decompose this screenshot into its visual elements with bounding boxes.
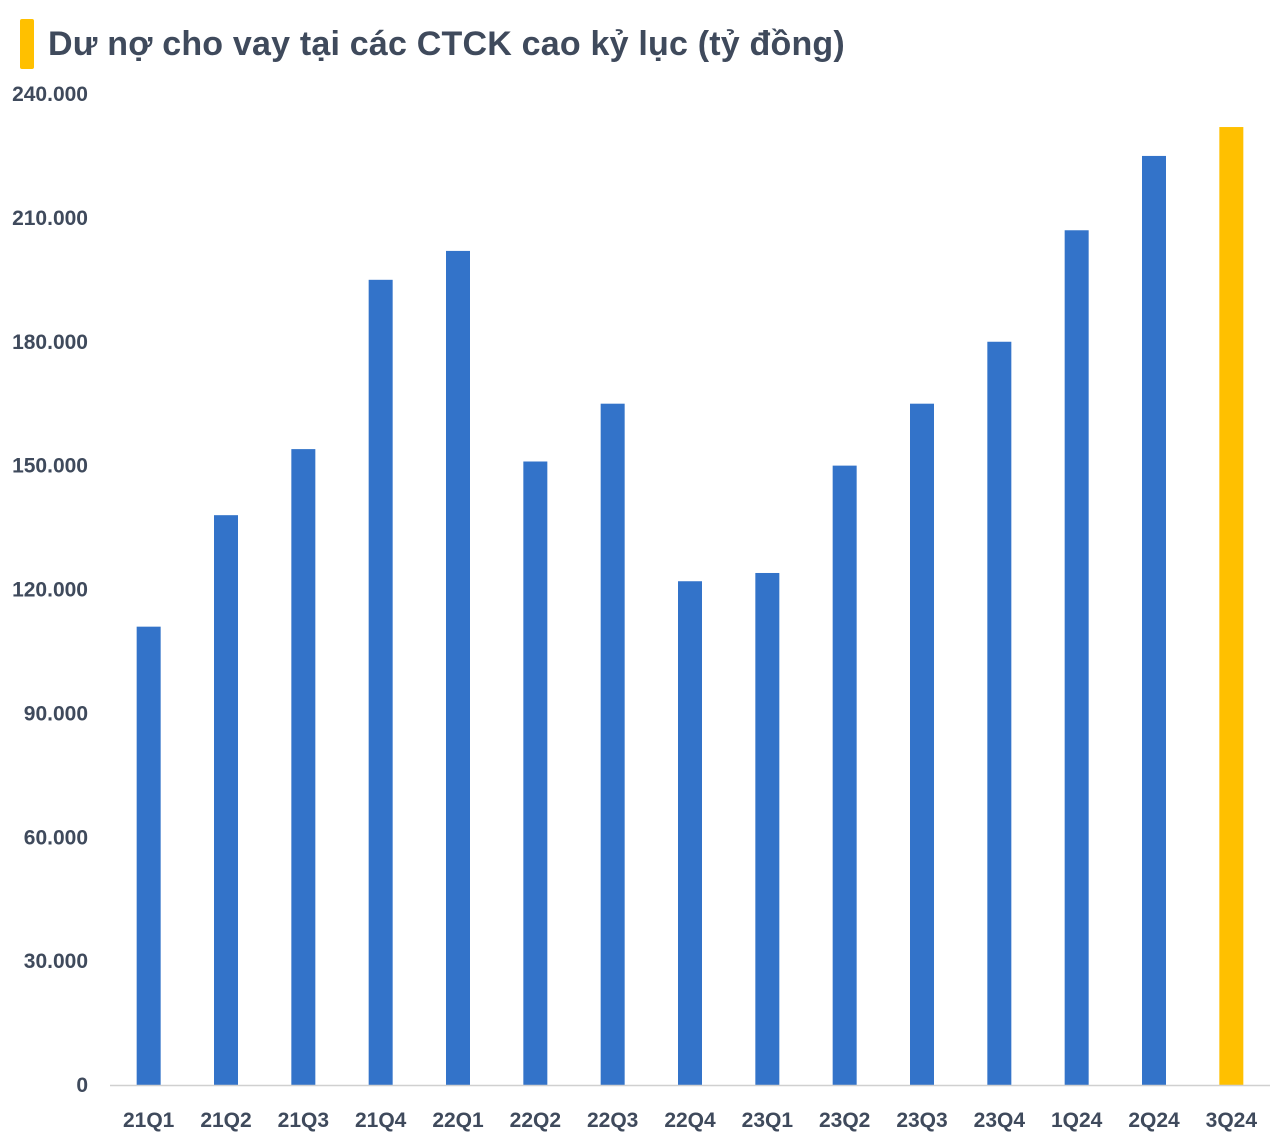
chart-title: Dư nợ cho vay tại các CTCK cao kỷ lục (t… (48, 24, 845, 63)
x-tick-label: 22Q4 (664, 1109, 716, 1132)
x-tick-label: 22Q3 (587, 1109, 638, 1132)
x-tick-label: 23Q2 (819, 1109, 870, 1132)
y-tick-label: 210.000 (12, 207, 88, 230)
x-tick-label: 21Q2 (200, 1109, 251, 1132)
y-axis-ticks: 0 30.000 60.000 90.000 120.000 150.000 180.000… (12, 83, 88, 1097)
chart-title-block: Dư nợ cho vay tại các CTCK cao kỷ lục (t… (20, 18, 845, 70)
y-tick-label: 30.000 (24, 950, 88, 973)
y-tick-label: 150.000 (12, 455, 88, 478)
x-axis-ticks: 21Q1 21Q2 21Q3 21Q4 22Q1 22Q2 22Q3 22Q4 23Q1 23Q2… (123, 1109, 1257, 1132)
x-tick-label: 21Q3 (278, 1109, 329, 1132)
bar-21Q1 (136, 626, 161, 1085)
bar-23Q4 (987, 341, 1012, 1085)
x-tick-label: 23Q3 (896, 1109, 947, 1132)
y-tick-label: 240.000 (12, 83, 88, 106)
bar-21Q3 (291, 449, 316, 1085)
title-accent-bar (20, 19, 34, 69)
y-tick-label: 0 (76, 1074, 88, 1097)
x-tick-label: 21Q4 (355, 1109, 407, 1132)
bar-21Q2 (214, 515, 238, 1085)
bar-22Q3 (600, 403, 625, 1085)
bar-22Q4 (678, 581, 702, 1085)
bars (136, 127, 1244, 1086)
bar-1Q24 (1064, 230, 1089, 1085)
x-tick-label: 3Q24 (1206, 1109, 1258, 1132)
bar-22Q1 (446, 250, 470, 1086)
x-tick-label: 23Q4 (974, 1109, 1026, 1132)
y-tick-label: 60.000 (24, 826, 88, 849)
x-tick-label: 23Q1 (742, 1109, 794, 1132)
bar-23Q3 (910, 403, 934, 1085)
bar-21Q4 (368, 279, 393, 1085)
bar-22Q2 (523, 461, 548, 1085)
x-tick-label: 1Q24 (1051, 1109, 1103, 1132)
bar-3Q24 (1219, 127, 1244, 1086)
bar-2Q24 (1142, 155, 1166, 1085)
bar-23Q2 (832, 465, 857, 1085)
y-tick-label: 120.000 (12, 579, 88, 602)
y-tick-label: 180.000 (12, 331, 88, 354)
x-tick-label: 22Q2 (510, 1109, 561, 1132)
bar-23Q1 (755, 572, 780, 1085)
x-tick-label: 22Q1 (432, 1109, 484, 1132)
x-tick-label: 2Q24 (1128, 1109, 1180, 1132)
x-tick-label: 21Q1 (123, 1109, 175, 1132)
y-tick-label: 90.000 (24, 702, 88, 725)
